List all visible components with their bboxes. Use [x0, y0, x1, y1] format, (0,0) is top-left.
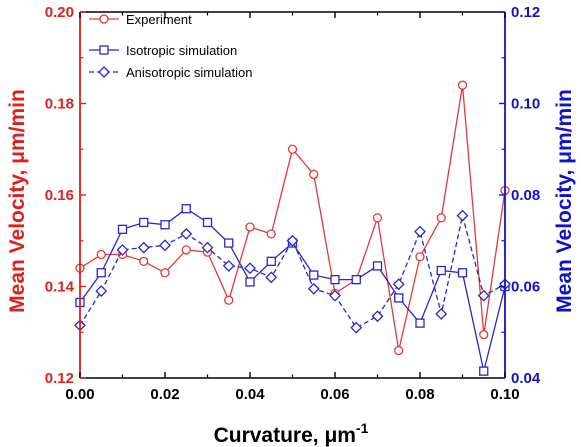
legend-label-experiment: Experiment — [126, 12, 192, 27]
data-point-experiment — [181, 245, 191, 255]
data-point-isotropic — [224, 238, 234, 248]
data-point-experiment — [266, 229, 276, 239]
data-point-anisotropic — [435, 308, 448, 320]
series-experiment — [75, 80, 510, 356]
data-point-experiment — [287, 144, 298, 154]
data-point-experiment — [245, 222, 255, 232]
legend-label-isotropic: Isotropic simulation — [126, 43, 237, 58]
legend-marker-anisotropic — [98, 66, 110, 78]
tick-labels: 0.00 0.02 0.04 0.06 0.08 0.10 0.12 0.14 0.16 0.18… — [45, 4, 541, 403]
data-point-anisotropic — [392, 278, 405, 291]
data-point-experiment — [479, 329, 489, 340]
right-y-tick-label: 0.08 — [511, 187, 540, 204]
data-point-isotropic — [457, 268, 468, 278]
data-point-isotropic — [372, 261, 383, 271]
left-y-tick-label: 0.12 — [45, 370, 74, 387]
x-tick-label: 0.10 — [490, 386, 519, 403]
data-point-isotropic — [330, 274, 340, 285]
data-point-isotropic — [245, 277, 255, 287]
data-point-experiment — [309, 169, 319, 180]
data-point-experiment — [394, 345, 404, 356]
right-y-tick-label: 0.10 — [511, 96, 540, 113]
data-point-isotropic — [181, 204, 191, 214]
data-point-isotropic — [394, 293, 404, 303]
right-y-tick-label: 0.04 — [511, 370, 541, 387]
right-y-tick-label: 0.06 — [511, 279, 540, 296]
legend-marker-experiment — [99, 14, 109, 24]
data-point-anisotropic — [180, 227, 193, 240]
left-y-tick-label: 0.16 — [45, 187, 74, 204]
data-point-anisotropic — [371, 310, 384, 323]
right-y-tick-label: 0.12 — [511, 4, 540, 21]
data-point-anisotropic — [286, 234, 299, 247]
data-point-anisotropic — [95, 285, 108, 297]
data-point-isotropic — [202, 217, 213, 228]
right-y-axis-title: Mean Velocity, μm/min — [553, 89, 576, 313]
data-point-experiment — [372, 213, 383, 223]
data-point-isotropic — [266, 256, 276, 266]
data-point-anisotropic — [265, 271, 278, 284]
legend: Experiment Isotropic simulation Anisotro… — [89, 12, 252, 80]
x-axis-title-superscript: -1 — [356, 420, 369, 436]
legend-label-anisotropic: Anisotropic simulation — [126, 65, 252, 80]
data-point-isotropic — [160, 220, 170, 230]
x-tick-label: 0.04 — [235, 386, 265, 403]
data-point-experiment — [139, 256, 149, 266]
data-point-isotropic — [96, 268, 106, 278]
data-point-isotropic — [479, 366, 489, 376]
data-point-experiment — [96, 249, 106, 260]
data-point-anisotropic — [456, 209, 469, 222]
data-point-anisotropic — [201, 241, 214, 254]
data-point-isotropic — [309, 270, 319, 280]
data-point-anisotropic — [116, 243, 129, 256]
plot-series — [74, 80, 511, 376]
data-point-anisotropic — [477, 289, 490, 302]
data-point-experiment — [415, 252, 425, 262]
left-y-tick-label: 0.14 — [45, 279, 75, 296]
legend-marker-isotropic — [99, 45, 109, 55]
data-point-experiment — [457, 80, 468, 90]
data-point-anisotropic — [350, 321, 363, 334]
left-y-tick-label: 0.20 — [45, 4, 74, 21]
series-anisotropic — [74, 209, 511, 334]
legend-entry-anisotropic: Anisotropic simulation — [89, 65, 252, 80]
data-point-anisotropic — [414, 225, 426, 238]
data-point-isotropic — [436, 265, 446, 276]
data-point-experiment — [224, 295, 234, 305]
data-point-anisotropic — [159, 239, 171, 252]
series-line-anisotropic — [79, 215, 506, 329]
data-point-experiment — [436, 213, 446, 223]
data-point-anisotropic — [222, 259, 235, 272]
x-tick-label: 0.00 — [65, 386, 94, 403]
data-point-anisotropic — [244, 262, 256, 275]
x-tick-label: 0.02 — [150, 386, 179, 403]
data-point-isotropic — [139, 217, 149, 228]
data-point-isotropic — [117, 224, 128, 234]
data-point-anisotropic — [307, 282, 320, 295]
x-axis-title-text: Curvature, μm — [214, 424, 356, 447]
left-y-axis-title: Mean Velocity, μm/min — [6, 89, 29, 313]
data-point-isotropic — [351, 274, 361, 285]
data-point-anisotropic — [329, 289, 341, 302]
data-point-isotropic — [415, 318, 425, 328]
x-axis-title: Curvature, μm-1 — [214, 420, 369, 447]
left-y-tick-label: 0.18 — [45, 96, 74, 113]
data-point-experiment — [160, 268, 170, 278]
legend-entry-experiment: Experiment — [89, 12, 192, 27]
data-point-anisotropic — [137, 241, 150, 254]
legend-entry-isotropic: Isotropic simulation — [89, 43, 237, 58]
x-tick-label: 0.06 — [320, 386, 349, 403]
axes — [79, 11, 506, 379]
x-tick-label: 0.08 — [405, 386, 434, 403]
